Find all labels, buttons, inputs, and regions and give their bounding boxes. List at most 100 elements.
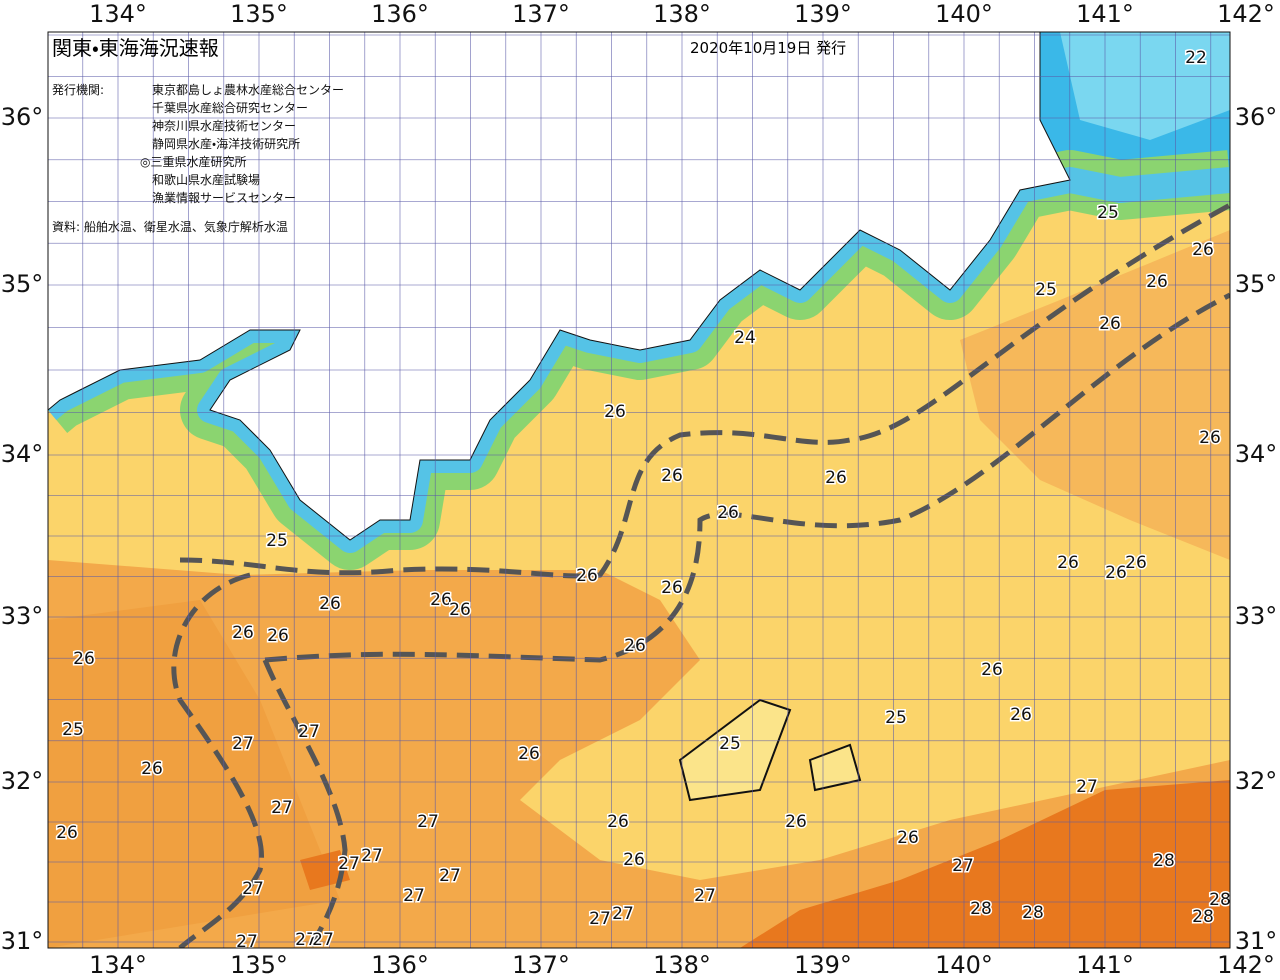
isotherm-label: 26 — [607, 812, 629, 832]
isotherm-label: 25 — [1097, 203, 1119, 223]
longitude-label: 136° — [371, 0, 429, 28]
isotherm-label: 26 — [1057, 553, 1079, 573]
isotherm-label: 26 — [430, 590, 452, 610]
longitude-label: 137° — [512, 951, 570, 979]
longitude-label: 134° — [89, 951, 147, 979]
latitude-label: 34° — [1235, 440, 1278, 468]
longitude-label: 138° — [653, 0, 711, 28]
longitude-label: 142° — [1217, 951, 1275, 979]
isotherm-label: 26 — [981, 660, 1003, 680]
header: 関東・東海海況速報 2020年10月19日 発行 発行機関: 東京都島しょ農林水… — [52, 36, 846, 234]
issuer: 静岡県水産・海洋技術研究所 — [152, 136, 300, 151]
isotherm-label: 26 — [232, 623, 254, 643]
isotherm-label: 28 — [1022, 903, 1044, 923]
isotherm-label: 27 — [298, 722, 320, 742]
isotherm-label: 27 — [236, 932, 258, 952]
isotherm-label: 26 — [624, 636, 646, 656]
isotherm-label: 27 — [403, 886, 425, 906]
longitude-label: 135° — [230, 951, 288, 979]
kuroshio-edge — [171, 572, 264, 948]
latitude-label: 33° — [1, 602, 44, 630]
warm-water — [960, 230, 1230, 560]
isotherm-label: 27 — [694, 886, 716, 906]
isotherm-label: 26 — [623, 850, 645, 870]
longitude-label: 140° — [935, 0, 993, 28]
latitude-label: 31° — [1235, 927, 1278, 955]
isotherm-label: 27 — [589, 909, 611, 929]
isotherm-label: 27 — [417, 812, 439, 832]
isotherm-label: 28 — [970, 899, 992, 919]
longitude-label: 141° — [1076, 0, 1134, 28]
longitude-label: 140° — [935, 951, 993, 979]
isotherm-label: 26 — [1010, 705, 1032, 725]
issuer: ◎三重県水産研究所 — [140, 155, 246, 169]
isotherm-label: 26 — [576, 566, 598, 586]
issuer: 千葉県水産総合研究センター — [152, 100, 308, 115]
isotherm-label: 27 — [361, 846, 383, 866]
isotherm-label: 27 — [952, 856, 974, 876]
isotherm-label: 26 — [518, 744, 540, 764]
issuers-label: 発行機関: — [52, 83, 104, 97]
latitude-label: 34° — [1, 440, 44, 468]
latitude-label: 31° — [1, 927, 44, 955]
longitude-label: 137° — [512, 0, 570, 28]
issue-date: 2020年10月19日 発行 — [690, 39, 846, 57]
isotherm-label: 26 — [897, 828, 919, 848]
longitude-label: 135° — [230, 0, 288, 28]
isotherm-label: 24 — [734, 328, 756, 348]
isotherm-label: 25 — [885, 708, 907, 728]
isotherm-label: 26 — [141, 759, 163, 779]
isotherm-label: 27 — [439, 866, 461, 886]
isotherm-label: 26 — [1146, 272, 1168, 292]
latitude-label: 35° — [1235, 270, 1278, 298]
map-frame — [47, 31, 1231, 949]
kuroshio-edge — [262, 659, 348, 948]
isotherm-label: 25 — [266, 531, 288, 551]
issuer: 神奈川県水産技術センター — [152, 118, 296, 133]
isotherm-label: 27 — [338, 854, 360, 874]
isotherm-label: 26 — [1199, 428, 1221, 448]
longitude-label: 141° — [1076, 951, 1134, 979]
latitude-label: 35° — [1, 270, 44, 298]
issuer: 和歌山県水産試験場 — [152, 172, 260, 187]
latitude-label: 32° — [1235, 767, 1278, 795]
isotherm-label: 27 — [612, 904, 634, 924]
cool-patch — [678, 698, 862, 802]
isotherm-label: 25 — [719, 734, 741, 754]
isotherm-label: 26 — [73, 649, 95, 669]
isotherm-label: 26 — [267, 626, 289, 646]
isotherm-label: 26 — [604, 402, 626, 422]
latitude-label: 33° — [1235, 602, 1278, 630]
isotherm-label: 26 — [661, 578, 683, 598]
land — [48, 32, 1071, 541]
issuer-list: 東京都島しょ農林水産総合センター千葉県水産総合研究センター神奈川県水産技術センタ… — [140, 82, 344, 205]
issuer: 東京都島しょ農林水産総合センター — [152, 82, 344, 97]
isotherm-label: 26 — [1105, 563, 1127, 583]
isotherm-label: 26 — [1125, 553, 1147, 573]
graticule — [48, 32, 1230, 948]
issuer: 漁業情報サービスセンター — [152, 191, 296, 205]
longitude-label: 142° — [1217, 0, 1275, 28]
isotherm-label: 26 — [1099, 314, 1121, 334]
isotherm-label: 27 — [232, 734, 254, 754]
longitude-label: 139° — [794, 0, 852, 28]
isotherm-label: 26 — [717, 503, 739, 523]
isotherm-label: 26 — [1192, 240, 1214, 260]
isotherm-label: 26 — [449, 600, 471, 620]
isotherm-label: 26 — [825, 468, 847, 488]
warm-water — [48, 600, 340, 948]
isotherm-label: 28 — [1153, 851, 1175, 871]
isotherm-label: 27 — [271, 798, 293, 818]
latitude-label: 36° — [1235, 103, 1278, 131]
latitude-label: 36° — [1, 103, 44, 131]
isotherm-label: 27 — [242, 879, 264, 899]
isotherm-label: 25 — [1035, 280, 1057, 300]
longitude-label: 134° — [89, 0, 147, 28]
longitude-label: 138° — [653, 951, 711, 979]
cold-water — [1060, 32, 1230, 140]
